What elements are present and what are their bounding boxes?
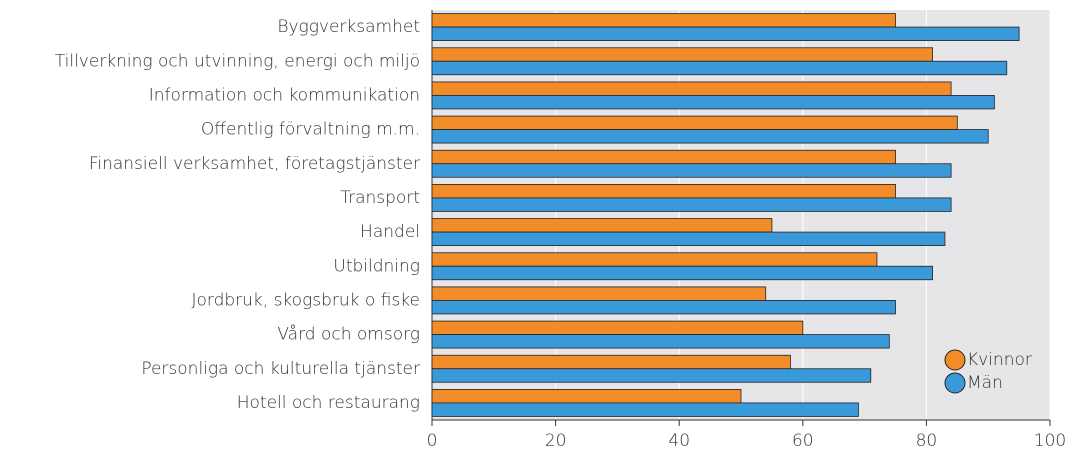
bar	[431, 47, 933, 62]
y-tick-label: Tillverkning och utvinning, energi och m…	[55, 51, 420, 71]
x-tick-label: 60	[792, 431, 814, 451]
bar	[431, 354, 791, 370]
y-tick-label: Hotell och restaurang	[237, 393, 420, 413]
bar	[431, 389, 742, 404]
y-tick-label: Byggverksamhet	[277, 17, 420, 37]
y-tick-label: Vård och omsorg	[277, 324, 420, 345]
legend-label: Kvinnor	[967, 350, 1032, 370]
y-tick-label: Offentlig förvaltning m.m.	[201, 120, 420, 140]
y-tick-label: Transport	[340, 188, 420, 208]
bar	[431, 26, 1020, 41]
legend-swatch	[944, 372, 966, 394]
x-tick-label: 40	[668, 431, 690, 451]
bar	[431, 231, 946, 246]
bar	[431, 115, 958, 130]
plot-background	[432, 10, 1050, 420]
bar	[431, 265, 933, 281]
x-tick-label: 80	[916, 431, 938, 451]
bar	[431, 163, 952, 178]
bar	[431, 334, 890, 349]
y-tick-label: Handel	[360, 222, 420, 242]
bar	[431, 286, 767, 301]
y-tick-label: Finansiell verksamhet, företagstjänster	[89, 154, 420, 174]
x-tick-label: 20	[545, 431, 567, 451]
bar	[431, 81, 952, 96]
bar	[431, 197, 952, 212]
bar	[431, 13, 896, 28]
bar	[431, 149, 896, 165]
bar	[431, 129, 989, 144]
bar	[431, 60, 1008, 76]
bar	[431, 300, 896, 315]
bar	[431, 218, 773, 233]
y-tick-label: Jordbruk, skogsbruk o fiske	[191, 290, 420, 310]
bar	[431, 402, 859, 417]
legend-swatch	[944, 349, 966, 371]
bar	[431, 184, 896, 199]
legend-label: Män	[967, 373, 1003, 393]
y-tick-label: Personliga och kulturella tjänster	[141, 359, 420, 379]
y-tick-label: Utbildning	[333, 256, 420, 276]
bar	[431, 95, 995, 110]
x-tick-label: 100	[1034, 431, 1066, 451]
bar	[431, 368, 872, 383]
x-tick-label: 0	[427, 431, 438, 451]
bar	[431, 320, 804, 335]
y-tick-label: Information och kommunikation	[149, 85, 420, 105]
bar	[431, 252, 878, 267]
